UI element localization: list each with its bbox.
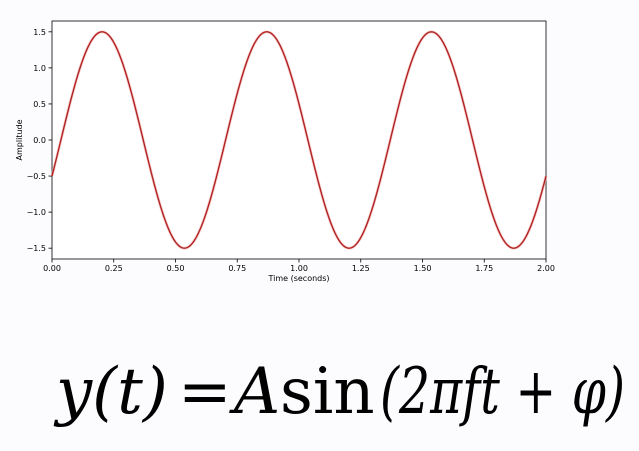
x-axis-label: Time (seconds): [267, 274, 329, 283]
y-tick-label: 1.0: [33, 64, 46, 73]
y-tick-label: 0.5: [33, 100, 46, 109]
y-tick-label: −1.0: [27, 208, 46, 217]
formula-args: (2πft + φ): [380, 355, 625, 429]
x-tick-label: 0.00: [43, 264, 61, 273]
x-axis-ticks: 0.00 0.25 0.50 0.75 1.00 1.25 1.50 1.75 2.00: [43, 259, 555, 273]
plot-area: [51, 20, 547, 260]
y-tick-label: −0.5: [27, 172, 46, 181]
formula-equals: =: [178, 355, 232, 429]
x-tick-label: 1.25: [352, 264, 370, 273]
sine-series-line: [51, 31, 547, 249]
x-tick-label: 0.75: [228, 264, 246, 273]
y-tick-label: 0.0: [33, 136, 46, 145]
formula-amplitude: A: [229, 355, 280, 429]
x-tick-label: 1.50: [414, 264, 432, 273]
formula-lhs: y(t): [53, 355, 168, 429]
x-tick-label: 1.75: [475, 264, 493, 273]
y-axis-ticks: 1.5 1.0 0.5 0.0 −0.5 −1.0 −1.5: [27, 28, 52, 253]
x-tick-label: 1.00: [290, 264, 308, 273]
sine-wave-chart: 0.00 0.25 0.50 0.75 1.00 1.25 1.50 1.75 2.00 1.5…: [15, 20, 555, 283]
x-tick-label: 0.25: [105, 264, 123, 273]
sine-formula: y(t) = A sin (2πft + φ): [53, 355, 625, 429]
y-tick-label: 1.5: [33, 28, 46, 37]
y-tick-label: −1.5: [27, 244, 46, 253]
formula-sin: sin: [280, 355, 375, 429]
x-tick-label: 0.50: [167, 264, 185, 273]
x-tick-label: 2.00: [537, 264, 555, 273]
y-axis-label: Amplitude: [15, 119, 24, 160]
